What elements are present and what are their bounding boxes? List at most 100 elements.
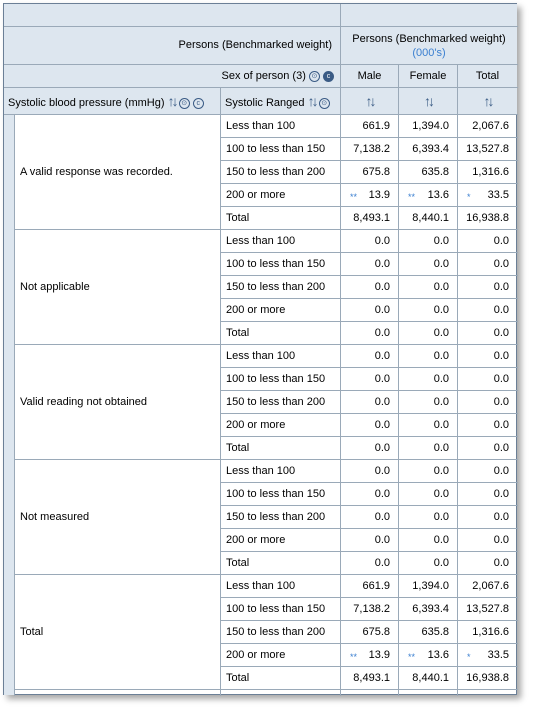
cell-female-value: 635.8	[421, 626, 449, 638]
cell-female-value: 0.0	[433, 350, 449, 362]
sort-female[interactable]: ↑↓	[399, 88, 457, 114]
range-label: 150 to less than 200	[221, 391, 340, 414]
cell-male-value: 8,493.1	[353, 212, 390, 224]
cell-female: 6,393.4	[399, 138, 457, 161]
cell-male: 0.0	[341, 299, 398, 322]
sort-arrows-icon[interactable]: ↑↓	[167, 93, 179, 109]
cell-female-value: 0.0	[433, 327, 449, 339]
cell-female: 0.0	[399, 253, 457, 276]
cell-male: 0.0	[341, 414, 398, 437]
cell-female-value: 1,394.0	[412, 580, 449, 592]
reliability-flag: *	[467, 652, 471, 662]
cell-male: ** 13.9	[341, 184, 398, 207]
range-label: 150 to less than 200	[221, 161, 340, 184]
cell-total-value: 0.0	[493, 534, 509, 546]
cell-female-value: 0.0	[433, 488, 449, 500]
measure-label-right: Persons (Benchmarked weight) (000's)	[341, 27, 517, 64]
range-label: 100 to less than 150	[221, 598, 340, 621]
cell-total-value: 33.5	[487, 189, 509, 201]
sort-arrows-icon[interactable]: ↑↓	[424, 93, 435, 109]
cell-total: 0.0	[458, 368, 517, 391]
cell-female: 0.0	[399, 276, 457, 299]
cell-female-value: 1,394.0	[412, 120, 449, 132]
group-label: Not applicable	[20, 281, 90, 293]
cell-male-value: 0.0	[374, 373, 390, 385]
sort-options-icon[interactable]: ⊙	[318, 97, 330, 109]
cell-male-value: 0.0	[374, 327, 390, 339]
cell-total-value: 0.0	[493, 327, 509, 339]
range-label: 100 to less than 150	[221, 253, 340, 276]
reliability-flag: **	[350, 192, 358, 202]
cell-male-value: 0.0	[374, 281, 390, 293]
cell-male-value: 0.0	[374, 488, 390, 500]
range-label-value: 200 or more	[226, 304, 286, 316]
cell-male: 8,493.1	[341, 207, 398, 230]
range-label: 150 to less than 200	[221, 621, 340, 644]
cell-total-value: 2,067.6	[472, 120, 509, 132]
reliability-flag: *	[467, 192, 471, 202]
range-label-value: Total	[226, 442, 250, 454]
cell-female: 0.0	[399, 552, 457, 575]
col-female-label: Female	[409, 70, 447, 82]
sort-male[interactable]: ↑↓	[341, 88, 398, 114]
cell-total: 0.0	[458, 460, 517, 483]
range-label-value: Less than 100	[226, 235, 296, 247]
group-label: Total	[20, 626, 44, 638]
cell-total: * 33.5	[458, 184, 517, 207]
cell-female-value: 6,393.4	[412, 143, 449, 155]
range-label: Total	[221, 207, 340, 230]
range-label: Less than 100	[221, 230, 340, 253]
cell-total-value: 16,938.8	[466, 212, 509, 224]
sort-options-icon[interactable]: ⊙	[178, 97, 190, 109]
row-dim-1-header[interactable]: Systolic blood pressure (mmHg) ↑↓ ⊙ c	[4, 88, 220, 114]
cell-female-value: 0.0	[433, 419, 449, 431]
cell-female: 1,394.0	[399, 115, 457, 138]
cell-female: ** 13.6	[399, 644, 457, 667]
cell-female-value: 0.0	[433, 281, 449, 293]
cell-total-value: 0.0	[493, 557, 509, 569]
col-header-female[interactable]: Female	[399, 65, 457, 87]
row-dim-2-header[interactable]: Systolic Ranged ↑↓ ⊙	[221, 88, 340, 114]
cell-female: 635.8	[399, 621, 457, 644]
cell-total-value: 13,527.8	[466, 143, 509, 155]
range-label: 200 or more	[221, 529, 340, 552]
cell-total: 0.0	[458, 414, 517, 437]
cell-male: 7,138.2	[341, 598, 398, 621]
cell-total-value: 0.0	[493, 465, 509, 477]
cell-female: 0.0	[399, 529, 457, 552]
range-label-value: 100 to less than 150	[226, 603, 326, 615]
col-header-total[interactable]: Total	[458, 65, 517, 87]
cell-total-value: 16,938.8	[466, 672, 509, 684]
sort-arrows-icon[interactable]: ↑↓	[365, 93, 377, 109]
cell-total: 1,316.6	[458, 621, 517, 644]
cell-male: 0.0	[341, 230, 398, 253]
cell-female: 0.0	[399, 322, 457, 345]
sort-options-icon[interactable]: ⊙	[308, 70, 320, 82]
col-header-male[interactable]: Male	[341, 65, 398, 87]
cell-total: 2,067.6	[458, 115, 517, 138]
cell-female-value: 0.0	[433, 534, 449, 546]
measure-unit: (000's)	[412, 47, 446, 59]
cell-female: 0.0	[399, 230, 457, 253]
cell-female-value: 0.0	[433, 373, 449, 385]
sort-arrows-icon[interactable]: ↑↓	[483, 93, 495, 109]
range-label: Less than 100	[221, 115, 340, 138]
cell-male-value: 661.9	[362, 580, 390, 592]
range-label: Total	[221, 667, 340, 690]
range-label-value: 200 or more	[226, 189, 286, 201]
collapse-icon[interactable]: c	[323, 70, 334, 82]
sort-arrows-icon[interactable]: ↑↓	[307, 93, 319, 109]
range-label: Less than 100	[221, 345, 340, 368]
group-label: A valid response was recorded.	[20, 166, 173, 178]
cell-male-value: 0.0	[374, 419, 390, 431]
cell-female: 6,393.4	[399, 598, 457, 621]
cell-total-value: 0.0	[493, 304, 509, 316]
range-label-value: Total	[226, 557, 250, 569]
cell-female-value: 13.6	[427, 649, 449, 661]
cell-male-value: 0.0	[374, 396, 390, 408]
sex-dimension-header[interactable]: Sex of person (3) ⊙ c	[4, 65, 340, 87]
collapse-icon[interactable]: c	[192, 97, 204, 109]
cell-total: 0.0	[458, 437, 517, 460]
sort-total[interactable]: ↑↓	[458, 88, 517, 114]
range-label-value: Total	[226, 327, 250, 339]
